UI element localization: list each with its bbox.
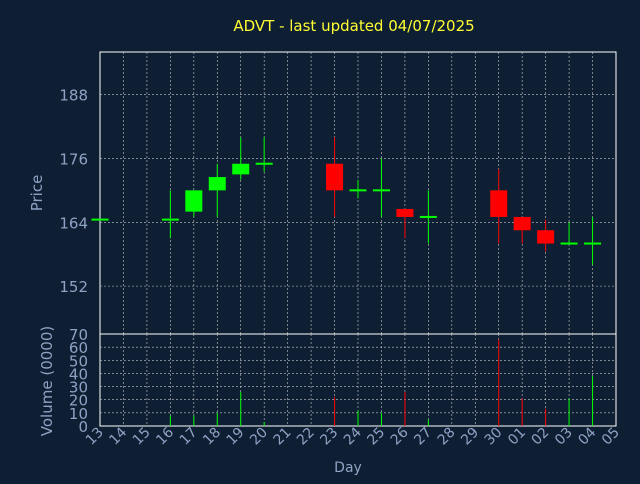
volume-tick-label: 70 (69, 326, 88, 344)
x-tick-label: 25 (364, 425, 388, 449)
candle-body (560, 242, 578, 245)
price-tick-label: 152 (59, 278, 88, 296)
x-tick-label: 02 (529, 425, 553, 449)
x-tick-label: 22 (294, 425, 318, 449)
candle-body (537, 230, 555, 244)
x-tick-label: 15 (130, 425, 154, 449)
x-tick-label: 04 (575, 424, 599, 448)
x-tick-label: 27 (411, 425, 435, 449)
price-tick-label: 164 (59, 214, 88, 232)
x-axis: 13 14 15 16 17 18 19 20 21 22 23 24 25 26 27 28 29 30 01 02… (83, 424, 623, 448)
candle-body (584, 242, 602, 245)
x-tick-label: 05 (599, 425, 623, 449)
candle-body (349, 189, 367, 192)
x-tick-label: 17 (177, 425, 201, 449)
chart-title: ADVT - last updated 04/07/2025 (233, 17, 474, 35)
candle-body (91, 218, 109, 221)
x-tick-label: 30 (482, 425, 506, 449)
price-tick-label: 176 (59, 150, 88, 168)
volume-tick-label: 30 (69, 379, 88, 397)
price-panel: 152 164 176 188 (59, 51, 617, 335)
candle-body (161, 218, 179, 221)
candle-body (255, 162, 273, 165)
x-tick-label: 14 (106, 424, 130, 448)
volume-tick-label: 60 (69, 339, 88, 357)
candle-body (396, 208, 414, 217)
volume-axis-label: Volume (0000) (38, 326, 56, 436)
volume-tick-label: 40 (69, 365, 88, 383)
x-tick-label: 20 (247, 425, 271, 449)
x-tick-label: 03 (552, 425, 576, 449)
x-tick-label: 28 (435, 425, 459, 449)
price-axis-label: Price (28, 175, 46, 212)
candle-body (372, 189, 390, 192)
x-tick-label: 19 (224, 425, 248, 449)
candle-body (185, 190, 203, 212)
volume-tick-label: 50 (69, 352, 88, 370)
x-tick-label: 29 (458, 425, 482, 449)
candle-body (232, 163, 250, 175)
x-axis-label: Day (334, 460, 362, 476)
volume-tick-label: 0 (78, 418, 88, 436)
x-tick-label: 23 (317, 425, 341, 449)
x-tick-label: 18 (200, 425, 224, 449)
x-tick-label: 01 (505, 425, 529, 449)
x-tick-label: 21 (271, 425, 295, 449)
volume-tick-label: 10 (69, 405, 88, 423)
candle-body (419, 215, 437, 218)
candle-body (513, 216, 531, 231)
candle-body (208, 177, 226, 191)
x-tick-label: 26 (388, 424, 412, 448)
candle-body (490, 190, 508, 217)
price-tick-label: 188 (59, 87, 88, 105)
volume-tick-label: 20 (69, 392, 88, 410)
x-tick-label: 24 (341, 424, 365, 448)
candle-body (326, 163, 344, 191)
x-tick-label: 16 (153, 424, 177, 448)
